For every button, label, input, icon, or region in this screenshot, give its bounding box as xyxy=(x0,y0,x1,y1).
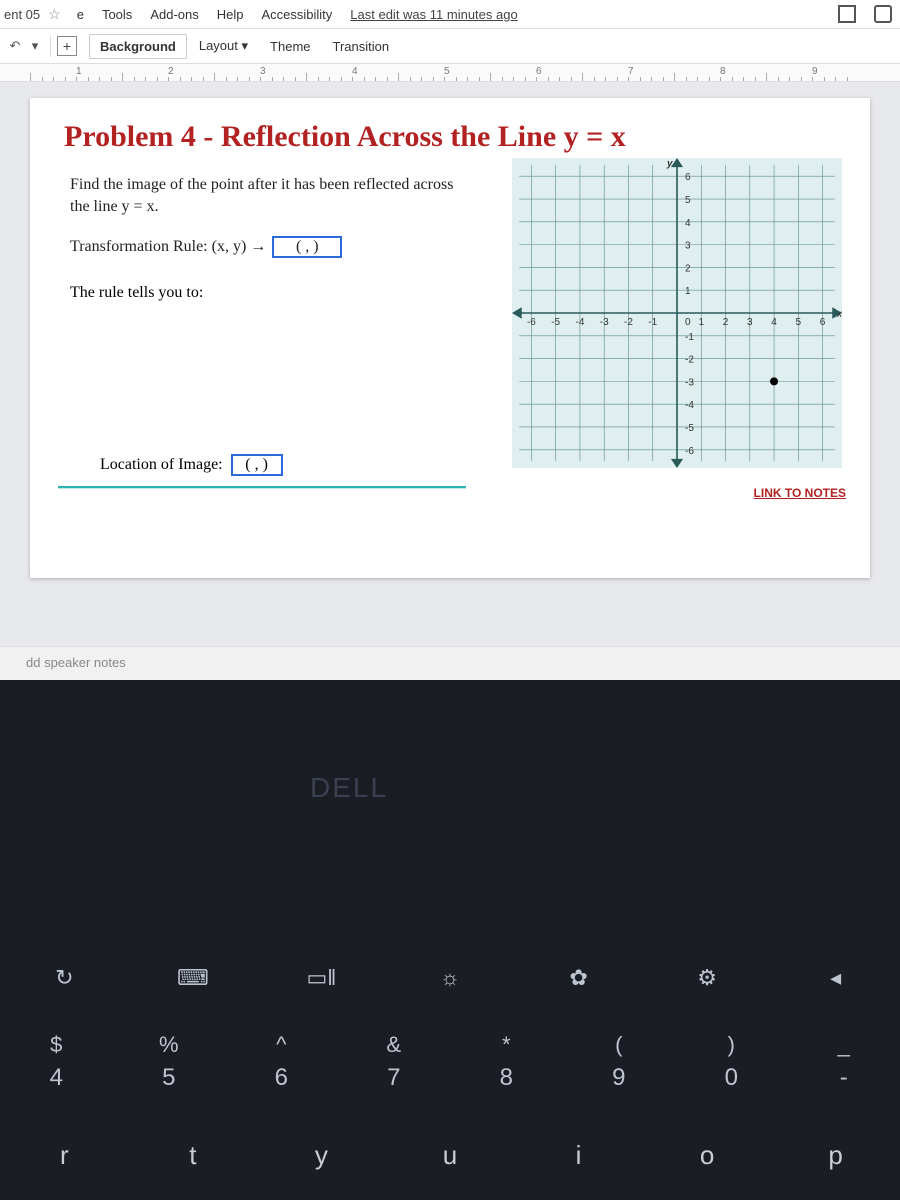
location-label: Location of Image: xyxy=(100,456,223,474)
svg-text:2: 2 xyxy=(723,317,729,328)
svg-text:-3: -3 xyxy=(600,317,609,328)
slide[interactable]: Problem 4 - Reflection Across the Line y… xyxy=(30,98,870,578)
svg-text:2: 2 xyxy=(685,263,691,274)
last-edit-link[interactable]: Last edit was 11 minutes ago xyxy=(350,7,517,22)
svg-text:3: 3 xyxy=(685,241,691,252)
number-key: )0 xyxy=(676,1032,786,1092)
function-key: ↻ xyxy=(9,965,119,991)
doc-title-fragment: ent 05 xyxy=(4,7,40,22)
toolbar-separator xyxy=(50,35,51,57)
rule-tells-text: The rule tells you to: xyxy=(70,284,203,302)
number-key: ^6 xyxy=(226,1032,336,1092)
theme-button[interactable]: Theme xyxy=(260,35,320,58)
letter-key: y xyxy=(266,1140,376,1171)
svg-text:6: 6 xyxy=(685,172,691,183)
chevron-down-icon: ▾ xyxy=(242,38,249,53)
svg-text:5: 5 xyxy=(685,195,691,206)
menu-item-help[interactable]: Help xyxy=(209,3,252,26)
ruler-number: 5 xyxy=(444,66,450,77)
horizontal-ruler: 1 2 3 4 5 6 7 8 9 xyxy=(0,64,900,82)
number-key: &7 xyxy=(339,1032,449,1092)
svg-text:4: 4 xyxy=(771,317,777,328)
link-to-notes[interactable]: LINK TO NOTES xyxy=(754,486,846,500)
background-button[interactable]: Background xyxy=(89,34,187,59)
number-key: *8 xyxy=(451,1032,561,1092)
number-key: (9 xyxy=(564,1032,674,1092)
svg-text:4: 4 xyxy=(685,218,691,229)
ruler-number: 7 xyxy=(628,66,634,77)
layout-button[interactable]: Layout ▾ xyxy=(189,34,258,58)
letter-key: o xyxy=(652,1140,762,1171)
function-key: ☼ xyxy=(395,965,505,991)
number-key: _- xyxy=(789,1032,899,1092)
number-key: $4 xyxy=(1,1032,111,1092)
svg-text:-5: -5 xyxy=(685,423,694,434)
svg-text:-6: -6 xyxy=(685,446,694,457)
function-key: ⚙ xyxy=(652,965,762,991)
menu-item-addons[interactable]: Add-ons xyxy=(142,3,206,26)
svg-text:y: y xyxy=(666,159,673,170)
svg-text:-4: -4 xyxy=(575,317,584,328)
svg-text:-4: -4 xyxy=(685,400,694,411)
number-key: %5 xyxy=(114,1032,224,1092)
svg-text:-5: -5 xyxy=(551,317,560,328)
new-slide-icon[interactable]: + xyxy=(57,36,77,56)
present-icon[interactable] xyxy=(838,5,856,23)
accent-rule xyxy=(58,486,466,488)
undo-icon[interactable]: ↶ xyxy=(6,38,24,54)
svg-text:-2: -2 xyxy=(685,355,694,366)
transition-button[interactable]: Transition xyxy=(323,35,400,58)
slide-canvas[interactable]: Problem 4 - Reflection Across the Line y… xyxy=(0,82,900,646)
svg-text:5: 5 xyxy=(796,317,802,328)
star-icon[interactable]: ☆ xyxy=(48,6,61,23)
ruler-number: 8 xyxy=(720,66,726,77)
dell-logo: DELL xyxy=(310,772,388,804)
menu-item-accessibility[interactable]: Accessibility xyxy=(253,3,340,26)
svg-text:-3: -3 xyxy=(685,377,694,388)
ruler-number: 2 xyxy=(168,66,174,77)
ruler-number: 3 xyxy=(260,66,266,77)
ruler-number: 1 xyxy=(76,66,82,77)
letter-key: u xyxy=(395,1140,505,1171)
svg-text:1: 1 xyxy=(698,317,704,328)
ruler-number: 9 xyxy=(812,66,818,77)
function-key: ◂ xyxy=(781,965,891,991)
speaker-notes-input[interactable]: dd speaker notes xyxy=(0,646,900,680)
ruler-number: 6 xyxy=(536,66,542,77)
dropdown-icon[interactable]: ▾ xyxy=(26,38,44,54)
share-icon[interactable] xyxy=(874,5,892,23)
layout-label: Layout xyxy=(199,38,238,53)
svg-text:3: 3 xyxy=(747,317,753,328)
function-key: ▭‖ xyxy=(266,965,376,991)
svg-text:1: 1 xyxy=(685,286,691,297)
svg-text:x: x xyxy=(836,309,842,320)
svg-text:6: 6 xyxy=(820,317,826,328)
menu-item-tools[interactable]: Tools xyxy=(94,3,140,26)
letter-key: t xyxy=(138,1140,248,1171)
function-key: ⌨ xyxy=(138,965,248,991)
svg-text:-1: -1 xyxy=(648,317,657,328)
location-input[interactable]: ( , ) xyxy=(231,454,283,476)
svg-text:0: 0 xyxy=(685,317,691,328)
slide-title: Problem 4 - Reflection Across the Line y… xyxy=(64,120,626,154)
letter-key: p xyxy=(781,1140,891,1171)
instruction-text: Find the image of the point after it has… xyxy=(70,174,470,217)
rule-prefix: Transformation Rule: (x, y) → xyxy=(70,238,266,256)
letter-key: r xyxy=(9,1140,119,1171)
svg-text:-1: -1 xyxy=(685,332,694,343)
letter-key: i xyxy=(524,1140,634,1171)
ruler-number: 4 xyxy=(352,66,358,77)
coordinate-grid: -6 -5 -4 -3 -2 -1 1 2 3 4 5 6 1 2 3 4 5 6 -1 -2 -3 -4 -5 -6 0 x y xyxy=(512,158,842,468)
svg-text:-6: -6 xyxy=(527,317,536,328)
svg-text:-2: -2 xyxy=(624,317,633,328)
rule-input[interactable]: ( , ) xyxy=(272,236,342,258)
menu-item-0[interactable]: e xyxy=(69,3,92,26)
function-key: ✿ xyxy=(524,965,634,991)
